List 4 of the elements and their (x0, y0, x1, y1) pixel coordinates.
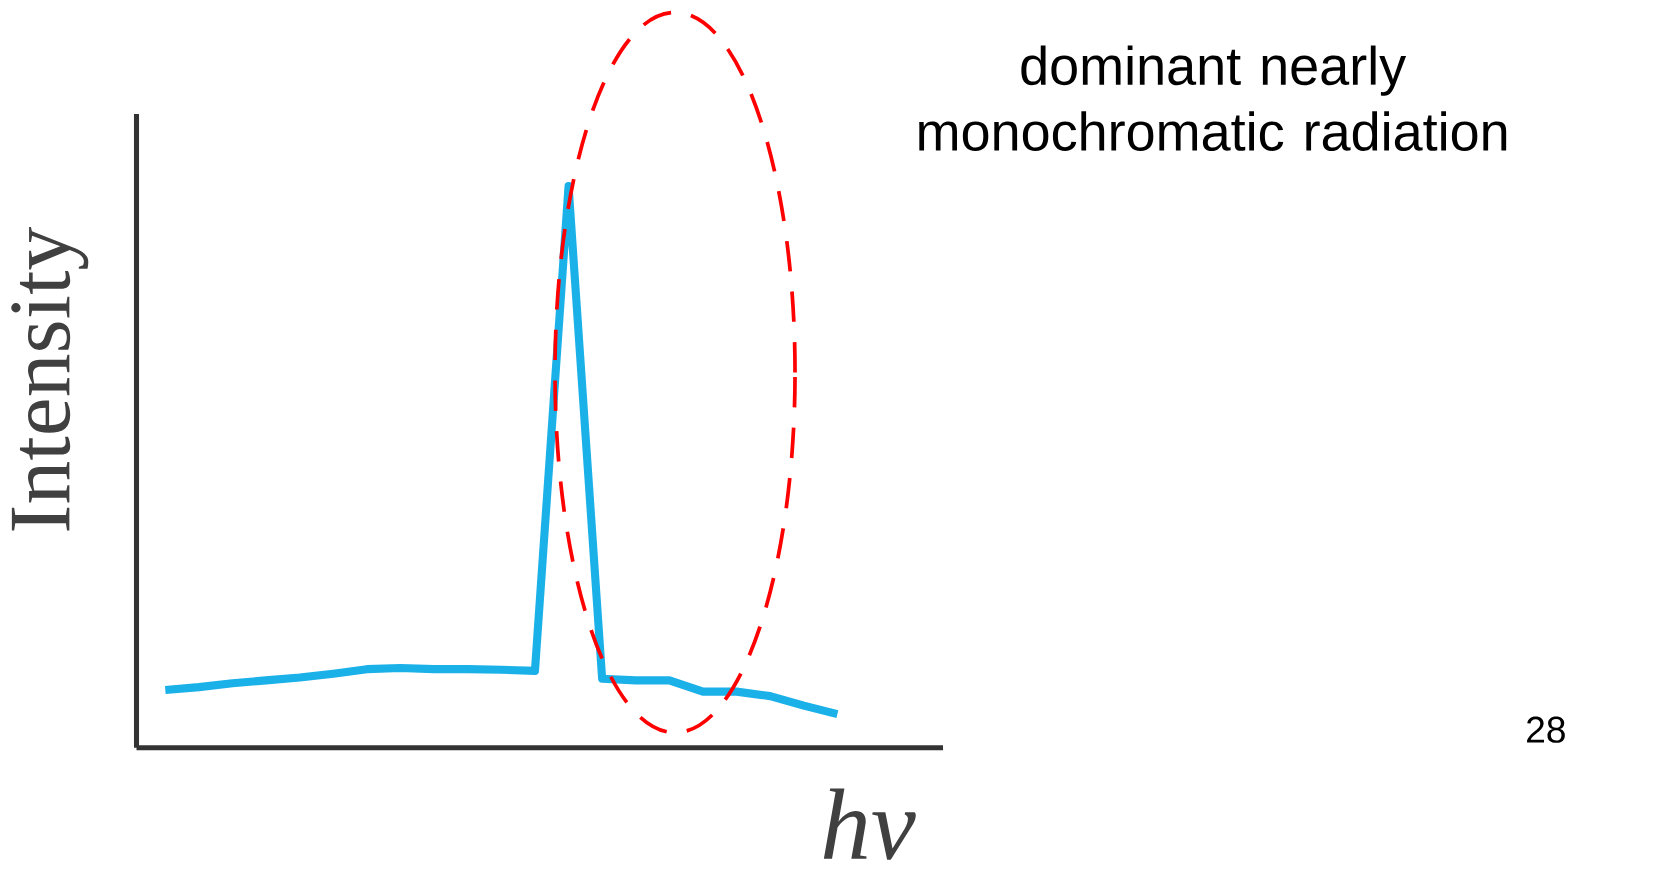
text: dominant nearly monochromatic radiation (919, 45, 1507, 151)
text: 28 (1527, 716, 1565, 743)
y-axis-title: Intensity (11, 227, 89, 531)
x-axis-title: hν (823, 788, 916, 860)
